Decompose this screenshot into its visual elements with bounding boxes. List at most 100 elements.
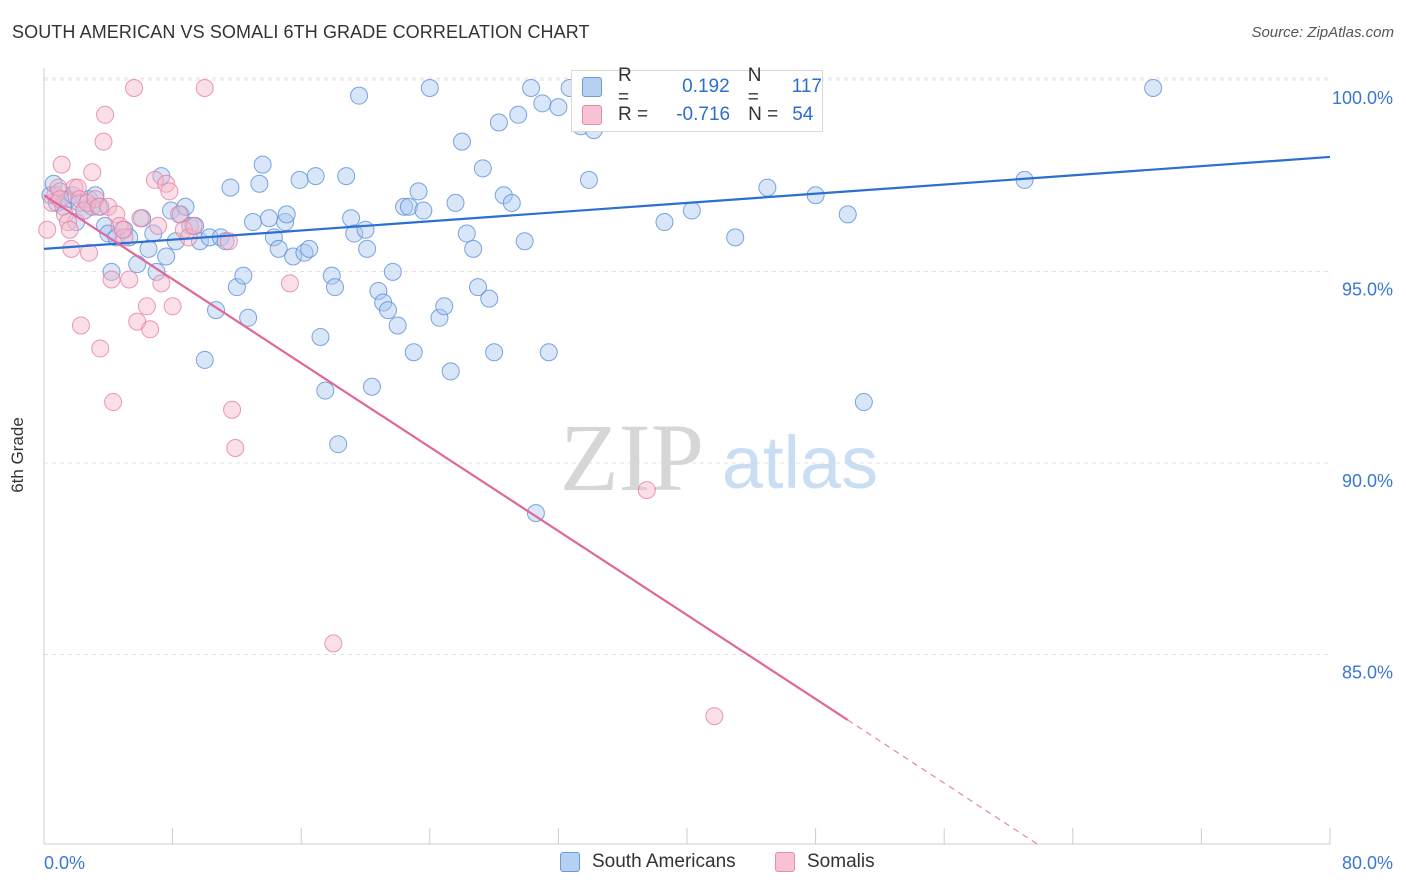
data-point-south-americans	[379, 301, 398, 320]
data-point-south-americans	[1144, 79, 1163, 97]
data-point-south-americans	[388, 316, 407, 335]
data-point-somalis	[89, 197, 108, 216]
data-point-south-americans	[441, 362, 460, 381]
legend-r-value: -0.716	[676, 104, 731, 125]
data-point-somalis	[163, 297, 182, 316]
data-point-south-americans	[345, 224, 364, 243]
data-point-somalis	[102, 270, 121, 289]
y-tick-label: 85.0%	[1342, 663, 1393, 683]
data-point-south-americans	[579, 170, 598, 189]
data-point-south-americans	[243, 213, 262, 232]
data-point-south-americans	[337, 167, 356, 186]
data-point-south-americans	[362, 377, 381, 396]
data-point-south-americans	[469, 278, 488, 297]
data-point-somalis	[62, 239, 81, 258]
tick-labels: 85.0% 90.0% 95.0% 100.0% 0.0% 80.0%	[44, 88, 1393, 873]
data-point-south-americans	[342, 209, 361, 228]
data-point-somalis	[125, 79, 144, 97]
y-tick-label: 95.0%	[1342, 280, 1393, 300]
source-credit: Source: ZipAtlas.com	[1251, 24, 1394, 41]
data-point-south-americans	[260, 209, 279, 228]
legend-row-somalis: R = -0.716 N = 54	[582, 102, 813, 128]
data-point-somalis	[280, 274, 299, 293]
data-point-south-americans	[227, 278, 246, 297]
data-point-south-americans	[369, 281, 388, 300]
data-point-south-americans	[147, 262, 166, 281]
legend-n-value: 117	[791, 76, 822, 97]
data-point-somalis	[141, 320, 160, 339]
data-point-south-americans	[539, 343, 558, 362]
data-point-south-americans	[457, 224, 476, 243]
data-point-somalis	[160, 182, 179, 201]
data-point-south-americans	[253, 155, 272, 174]
watermark-zip: ZIP	[560, 404, 704, 511]
data-point-south-americans	[290, 170, 309, 189]
zipatlas-watermark: ZIP atlas	[560, 404, 878, 511]
data-point-south-americans	[356, 220, 375, 239]
data-point-south-americans	[325, 278, 344, 297]
axes	[43, 68, 1331, 845]
data-point-south-americans	[473, 159, 492, 178]
data-point-south-americans	[306, 167, 325, 186]
data-point-south-americans	[430, 308, 449, 327]
data-point-south-americans	[250, 174, 269, 193]
data-point-somalis	[120, 270, 139, 289]
data-point-south-americans	[316, 381, 335, 400]
trend-line-somalis-extension	[847, 719, 1041, 847]
data-point-somalis	[94, 132, 113, 151]
data-point-somalis	[149, 216, 168, 235]
trend-line-south-americans	[43, 155, 1331, 250]
data-point-south-americans	[452, 132, 471, 151]
series-legend: South Americans Somalis	[0, 851, 1406, 879]
series-legend-label: South Americans	[592, 851, 736, 872]
legend-swatch-pink	[582, 105, 602, 125]
data-point-somalis	[113, 220, 132, 239]
legend-swatch-blue	[582, 77, 602, 97]
data-point-south-americans	[128, 255, 147, 274]
data-point-somalis	[83, 163, 102, 182]
watermark-atlas: atlas	[722, 421, 878, 504]
data-point-south-americans	[329, 435, 348, 454]
data-point-south-americans	[269, 239, 288, 258]
data-point-south-americans	[526, 504, 545, 523]
data-point-somalis	[68, 178, 87, 197]
data-point-south-americans	[758, 178, 777, 197]
data-point-somalis	[705, 707, 724, 726]
data-point-somalis	[131, 209, 150, 228]
data-point-south-americans	[854, 393, 873, 412]
data-point-south-americans	[176, 197, 195, 216]
data-point-south-americans	[239, 308, 258, 327]
legend-n-label: N =	[748, 104, 779, 125]
data-point-south-americans	[157, 247, 176, 266]
data-point-somalis	[637, 481, 656, 500]
data-point-somalis	[96, 105, 115, 124]
legend-r-label: R =	[618, 104, 649, 125]
data-point-south-americans	[322, 266, 341, 285]
chart-title: SOUTH AMERICAN VS SOMALI 6TH GRADE CORRE…	[12, 22, 590, 42]
data-point-somalis	[52, 155, 71, 174]
data-point-somalis	[137, 297, 156, 316]
data-point-south-americans	[383, 262, 402, 281]
data-point-south-americans	[414, 201, 433, 220]
data-point-south-americans	[489, 113, 508, 132]
legend-n-label: N =	[747, 65, 762, 108]
data-point-south-americans	[409, 182, 428, 201]
data-point-south-americans	[485, 343, 504, 362]
series-legend-somalis[interactable]: Somalis	[775, 851, 875, 873]
legend-row-south-americans: R = 0.192 N = 117	[582, 65, 822, 108]
legend-swatch-pink	[775, 852, 795, 872]
data-point-south-americans	[350, 86, 369, 105]
correlation-legend: R = 0.192 N = 117 R = -0.716 N = 54	[571, 65, 823, 132]
series-somalis	[38, 79, 724, 726]
data-point-south-americans	[102, 262, 121, 281]
series-legend-south-americans[interactable]: South Americans	[560, 851, 736, 873]
data-point-somalis	[152, 274, 171, 293]
data-point-south-americans	[682, 201, 701, 220]
data-point-south-americans	[515, 232, 534, 251]
data-point-south-americans	[549, 98, 568, 117]
data-point-somalis	[59, 213, 78, 232]
x-tick-label: 0.0%	[44, 853, 85, 873]
data-point-somalis	[49, 178, 68, 197]
legend-r-value: 0.192	[682, 76, 730, 97]
legend-n-value: 54	[792, 104, 814, 125]
